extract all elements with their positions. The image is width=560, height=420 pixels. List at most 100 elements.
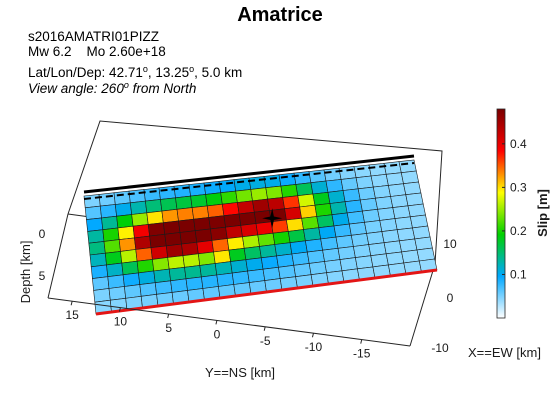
subfault-cell [243,246,262,261]
subfault-cell [146,210,164,225]
subfault-cell [205,192,223,207]
y-tick-mark [70,301,73,306]
subfault-cell [90,264,109,279]
axes-back-frame [67,120,443,265]
subfault-cell [291,251,310,266]
fault-top-edge [83,154,415,194]
subfault-cell [381,229,400,244]
subfault-cell [191,205,210,220]
subfault-cell [355,255,374,270]
subfault-cell [129,200,148,215]
subfault-cell [303,227,322,242]
subfault-cell [175,195,193,210]
y-tick-label: -15 [353,347,371,361]
subfault-cell [272,231,291,245]
subfault-cell [248,176,267,190]
subfault-cell [131,212,149,227]
y-tick-label: 10 [114,315,128,329]
subfault-cell [196,240,214,255]
subfault-cell [225,225,243,239]
subfault-cell [379,218,398,232]
x-tick-label: -10 [431,341,449,355]
event-id-label: s2016AMATRI01PIZZ [28,29,160,44]
subfault-cell [86,217,104,232]
subfault-cell [98,192,116,207]
subfault-cell [240,223,259,238]
subfault-cell [318,225,337,240]
subfault-cell [314,203,333,217]
subfault-cell [263,174,282,189]
y-tick-label: 5 [165,321,172,335]
magnitude-label: Mw 6.2 Mo 2.60e+18 [28,44,166,60]
subfault-cell [103,239,121,254]
x-tick-label: 0 [447,291,454,305]
x-axis-ticks: 10 0 -10 [431,237,457,355]
subfault-cell [383,240,402,255]
subfault-cell [331,212,350,227]
subfault-cell [247,268,266,283]
subfault-cell [278,264,296,279]
hypocenter-star [262,208,283,229]
subfault-cell [221,202,240,217]
subfault-cell [306,249,325,264]
subfault-cell [276,253,295,268]
subfault-cell [270,219,289,234]
subfault-cell [344,199,363,214]
subfault-cell [323,167,342,182]
subfault-cell [145,199,163,214]
subfault-cell [353,164,372,179]
subfault-cell [335,234,354,249]
subfault-cell [357,186,376,201]
subfault-cell [257,232,276,247]
colorbar-tick-label: 0.4 [510,137,527,151]
hypocenter-star-icon [262,208,283,229]
subfault-cell [104,251,123,266]
view-angle-label: View angle: 260o from North [28,80,197,96]
subfault-cell [185,276,204,291]
subfault-cell [338,166,357,180]
subfault-cell [92,276,110,291]
axes-floor-left [47,213,69,299]
subfault-cell [102,227,120,242]
subfault-cell [370,253,389,268]
subfault-cell [280,184,299,198]
subfault-cell [206,203,225,218]
subfault-cell [165,243,184,258]
subfault-cell [286,217,304,232]
subfault-cell [216,272,235,287]
subfault-cell [135,247,153,262]
subfault-cell [372,185,391,199]
subfault-cell [122,272,141,287]
z-axis-label: Depth [km] [18,241,33,304]
subfault-cell [101,215,119,231]
subfault-cell [149,233,167,249]
colorbar [496,108,506,319]
y-tick-mark [311,333,314,338]
subfault-cell [160,197,178,212]
mw-value: Mw 6.2 [28,44,72,59]
subfault-cell [297,193,316,208]
subfault-cell [233,177,252,192]
subfault-cell [214,261,233,276]
y-tick-label: -5 [260,334,271,348]
y-axis-label: Y==NS [km] [205,365,275,380]
subfault-cell [203,180,222,195]
subfault-cell [287,229,306,244]
colorbar-tick-label: 0.1 [510,267,527,281]
subfault-cell [403,181,422,196]
subfault-cell [176,207,195,222]
subfault-cell [394,216,413,231]
colorbar-tick-label: 0.3 [510,180,527,194]
subfault-cell [242,234,260,249]
y-axis-line [47,297,411,347]
subfault-cell [93,288,111,303]
subfault-cell [139,282,157,297]
fault-bottom-edge [95,268,438,316]
subfault-cell [293,263,312,278]
subfault-cell [295,182,314,197]
subfault-cell [289,240,308,255]
subfault-cell [346,210,365,225]
degree-mark: o [123,80,129,90]
subfault-cell [282,195,301,210]
